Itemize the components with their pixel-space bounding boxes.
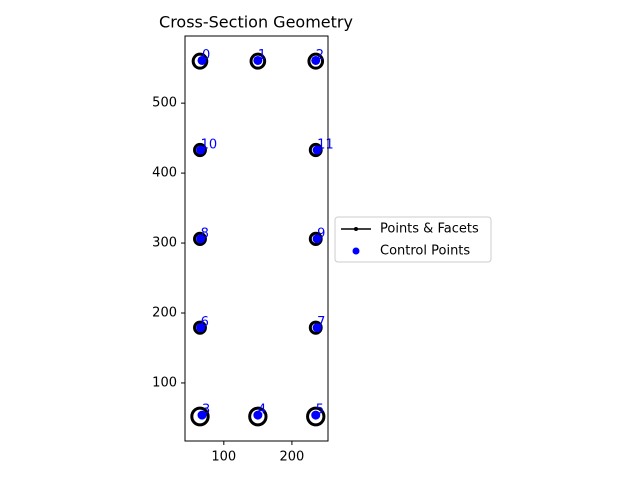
point-label: 10	[201, 138, 218, 153]
facet-circle	[249, 52, 267, 70]
control-point	[196, 234, 206, 244]
point-label: 6	[201, 315, 209, 330]
control-point	[196, 323, 206, 333]
control-point	[196, 145, 206, 155]
x-tick-label: 200	[279, 450, 304, 465]
point-label: 9	[317, 226, 325, 241]
point-label: 11	[317, 138, 334, 153]
point-label: 8	[201, 226, 209, 241]
facet-circle	[307, 52, 325, 70]
control-point	[311, 55, 321, 65]
control-point	[312, 323, 322, 333]
y-tick-label: 300	[152, 236, 177, 251]
y-tick-label: 100	[152, 375, 177, 390]
control-point	[253, 410, 263, 420]
point-label: 0	[202, 48, 210, 63]
control-point	[197, 55, 207, 65]
control-point	[312, 145, 322, 155]
y-tick-label: 200	[152, 305, 177, 320]
facet-circle	[248, 406, 268, 427]
legend-label: Points & Facets	[380, 222, 479, 237]
control-point	[197, 410, 207, 420]
facet-circle	[190, 406, 210, 427]
x-tick-label: 100	[211, 450, 236, 465]
control-point	[311, 410, 321, 420]
legend-marker	[354, 227, 358, 231]
facet-circle	[193, 231, 207, 246]
plot-frame	[184, 35, 329, 442]
point-label: 3	[202, 403, 210, 418]
y-tick-label: 400	[152, 166, 177, 181]
legend-label: Control Points	[380, 244, 470, 259]
legend-marker	[352, 247, 360, 255]
facet-circle	[306, 406, 326, 427]
facet-circle	[193, 142, 207, 158]
facet-circle	[193, 320, 207, 335]
point-label: 4	[258, 403, 266, 418]
chart-title: Cross-Section Geometry	[159, 13, 353, 32]
legend-box	[334, 216, 492, 263]
point-label: 5	[316, 403, 324, 418]
y-tick-label: 500	[152, 96, 177, 111]
control-point	[253, 55, 263, 65]
facet-circle	[191, 52, 209, 70]
point-label: 7	[317, 315, 325, 330]
point-label: 1	[258, 48, 266, 63]
control-point	[312, 234, 322, 244]
point-label: 2	[316, 48, 324, 63]
